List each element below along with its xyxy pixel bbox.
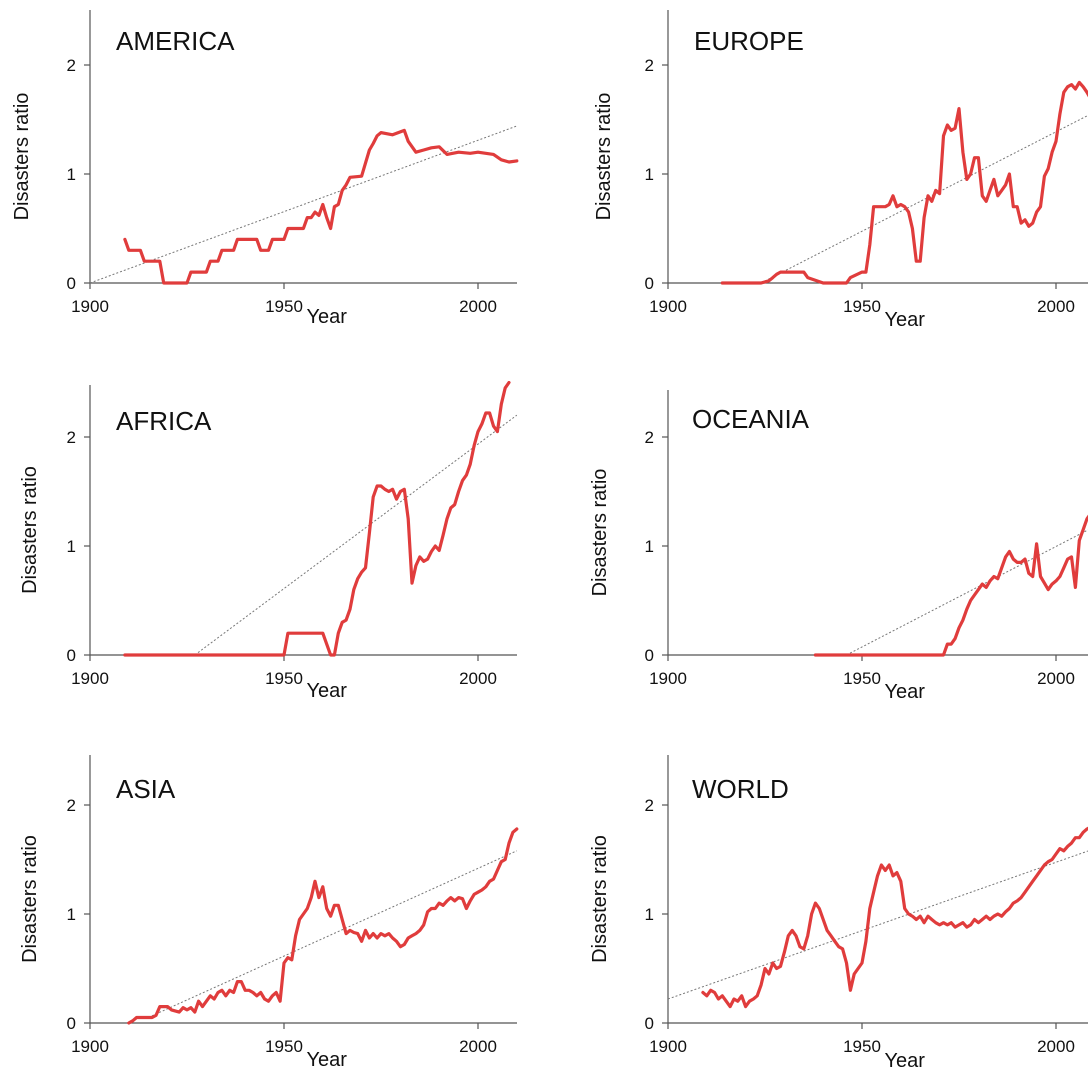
- panel-title: WORLD: [692, 774, 789, 804]
- panel-title: ASIA: [116, 774, 176, 804]
- y-tick-label: 2: [67, 796, 76, 815]
- trend-line: [760, 114, 1088, 284]
- chart-panel-europe: 0 1 2 1900 1950 2000 Year Disasters ratio EUROPE: [593, 10, 1088, 331]
- disasters-ratio-line: [123, 381, 511, 657]
- panel-title: AFRICA: [116, 406, 212, 436]
- disasters-ratio-line: [701, 826, 1088, 1009]
- y-tick-label: 1: [67, 165, 76, 184]
- plot-area: [667, 826, 1088, 1009]
- x-tick-label: 1900: [649, 1037, 687, 1056]
- y-tick-label: 2: [645, 796, 654, 815]
- y-tick-label: 0: [645, 1014, 654, 1033]
- trend-line: [147, 850, 518, 1018]
- x-tick-label: 1950: [265, 1037, 303, 1056]
- y-tick-label: 0: [67, 1014, 76, 1033]
- chart-panel-asia: 0 1 2 1900 1950 2000 Year Disasters ratio ASIA: [19, 755, 519, 1071]
- chart-panel-world: 0 1 2 1900 1950 2000 Year Disasters ratio WORLD: [589, 755, 1088, 1072]
- y-tick-label: 2: [67, 56, 76, 75]
- chart-panel-oceania: 0 1 2 1900 1950 2000 Year Disasters ratio OCEANI…: [589, 390, 1088, 703]
- x-axis-label: Year: [884, 1050, 925, 1072]
- x-tick-label: 2000: [1037, 297, 1075, 316]
- x-tick-label: 1900: [649, 669, 687, 688]
- x-tick-label: 1900: [649, 297, 687, 316]
- plot-area: [123, 381, 518, 657]
- x-tick-label: 1950: [843, 669, 881, 688]
- x-tick-label: 1950: [843, 297, 881, 316]
- y-tick-label: 1: [645, 165, 654, 184]
- plot-area: [813, 514, 1088, 657]
- plot-area: [127, 827, 519, 1025]
- trend-line: [194, 414, 518, 656]
- panel-title: OCEANIA: [692, 404, 810, 434]
- trend-line: [846, 529, 1088, 656]
- y-tick-label: 2: [67, 428, 76, 447]
- x-tick-label: 2000: [1037, 1037, 1075, 1056]
- y-tick-label: 0: [67, 274, 76, 293]
- y-tick-label: 1: [67, 905, 76, 924]
- y-axis-label: Disasters ratio: [593, 93, 615, 221]
- x-tick-label: 1950: [265, 669, 303, 688]
- x-tick-label: 2000: [459, 669, 497, 688]
- trend-line: [667, 850, 1088, 1000]
- disasters-ratio-line: [123, 128, 519, 285]
- y-axis-label: Disasters ratio: [19, 835, 41, 963]
- x-axis-label: Year: [884, 681, 925, 703]
- y-tick-label: 0: [645, 274, 654, 293]
- y-axis-label: Disasters ratio: [589, 835, 611, 963]
- x-axis-label: Year: [306, 306, 347, 328]
- y-tick-label: 1: [645, 905, 654, 924]
- x-tick-label: 1950: [265, 297, 303, 316]
- plot-area: [720, 80, 1088, 285]
- trend-line: [89, 125, 517, 284]
- x-tick-label: 1900: [71, 1037, 109, 1056]
- y-tick-label: 2: [645, 56, 654, 75]
- chart-panel-america: 0 1 2 1900 1950 2000 Year Disasters ratio AMERIC…: [11, 10, 519, 328]
- x-axis-label: Year: [306, 680, 347, 702]
- y-tick-label: 0: [645, 646, 654, 665]
- y-tick-label: 1: [67, 537, 76, 556]
- x-tick-label: 1900: [71, 297, 109, 316]
- plot-area: [89, 125, 519, 285]
- x-tick-label: 2000: [459, 1037, 497, 1056]
- disasters-ratio-line: [813, 514, 1088, 657]
- y-axis-label: Disasters ratio: [11, 93, 33, 221]
- disasters-ratio-line: [127, 827, 519, 1025]
- panel-title: EUROPE: [694, 26, 804, 56]
- disasters-ratio-line: [720, 80, 1088, 285]
- y-tick-label: 2: [645, 428, 654, 447]
- x-tick-label: 1950: [843, 1037, 881, 1056]
- y-tick-label: 1: [645, 537, 654, 556]
- x-tick-label: 2000: [1037, 669, 1075, 688]
- y-axis-label: Disasters ratio: [19, 466, 41, 594]
- x-axis-label: Year: [306, 1049, 347, 1071]
- panel-title: AMERICA: [116, 26, 235, 56]
- chart-panel-africa: 0 1 2 1900 1950 2000 Year Disasters ratio AFRICA: [19, 381, 518, 702]
- y-axis-label: Disasters ratio: [589, 469, 611, 597]
- x-tick-label: 1900: [71, 669, 109, 688]
- y-tick-label: 0: [67, 646, 76, 665]
- x-axis-label: Year: [884, 309, 925, 331]
- x-tick-label: 2000: [459, 297, 497, 316]
